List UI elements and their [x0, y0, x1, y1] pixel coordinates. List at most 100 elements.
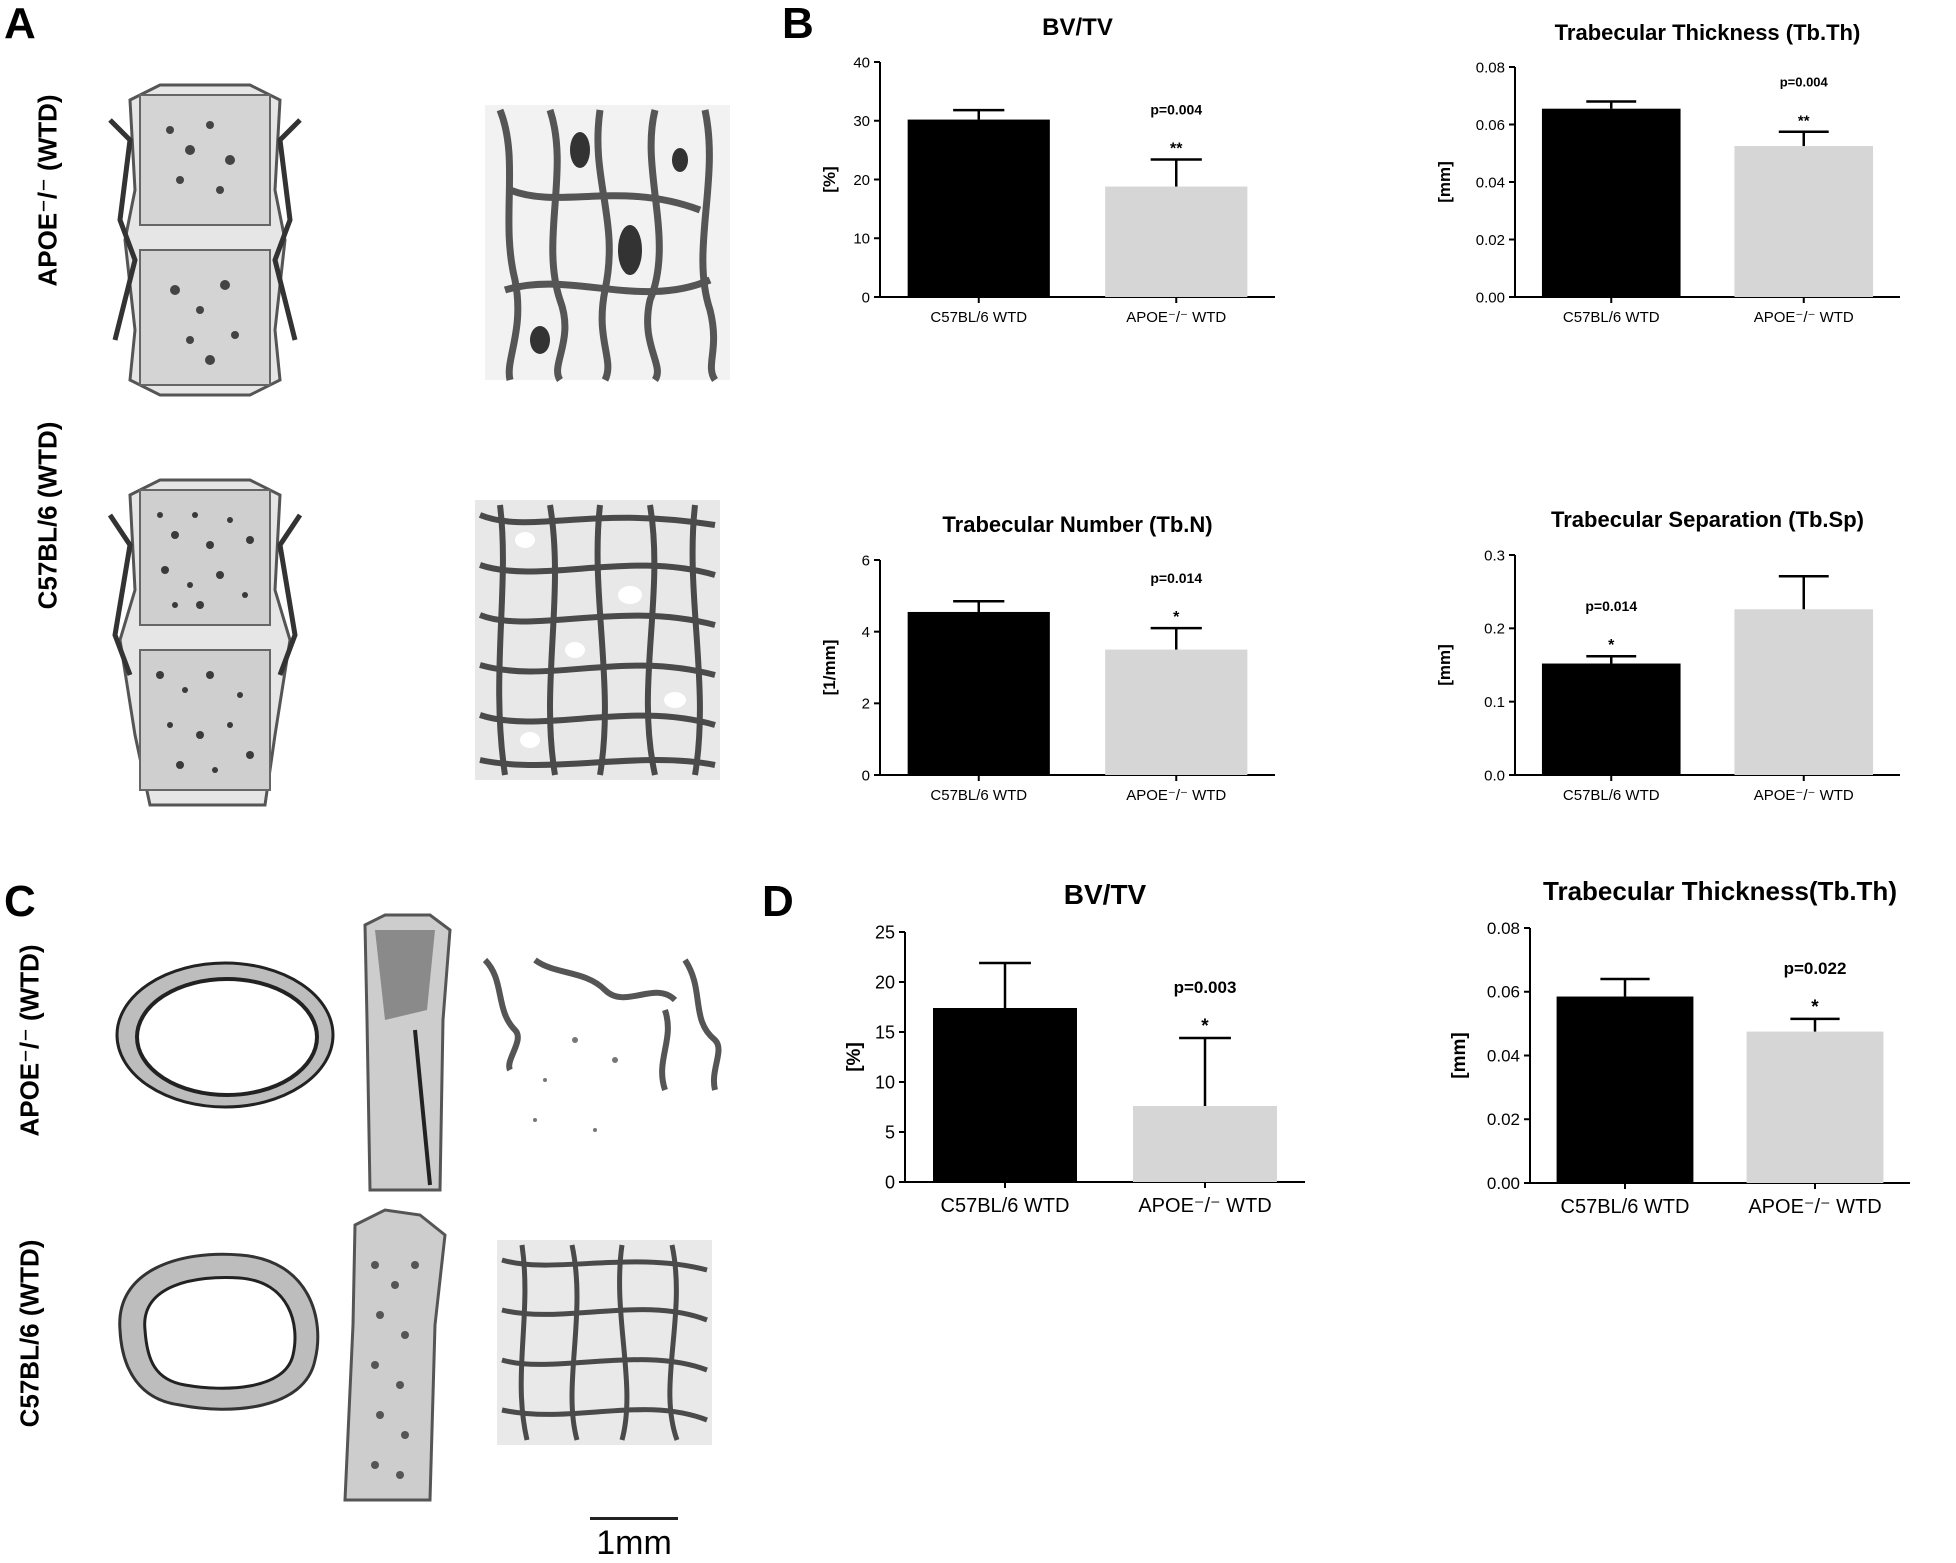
y-tick-label: 0: [862, 289, 870, 306]
row-label-a-top: APOE⁻/⁻ (WTD): [32, 94, 63, 287]
y-tick-label: 0.2: [1484, 621, 1505, 638]
bar-apoe: [1746, 1031, 1884, 1183]
y-tick-label: 10: [853, 231, 870, 248]
y-tick-label: 20: [853, 172, 870, 189]
y-tick-label: 5: [885, 1122, 895, 1142]
chart-d-trabecular-thickness: Trabecular Thickness(Tb.Th) [mm] 0.00 0.02 0…: [1449, 876, 1910, 1218]
x-tick-label: APOE⁻/⁻ WTD: [1754, 787, 1854, 804]
p-value-label: p=0.004: [1150, 102, 1202, 118]
bar-apoe: [1734, 146, 1874, 297]
micro-ct-c57-trabecular-image: [475, 500, 720, 780]
chart-title: Trabecular Number (Tb.N): [942, 512, 1212, 537]
panel-letter-b: B: [782, 0, 814, 48]
y-tick-label: 4: [862, 624, 870, 641]
scale-bar: [590, 1517, 678, 1520]
panel-letter-d: D: [762, 877, 794, 926]
micro-ct-apoe-trabecular-image: [485, 105, 730, 382]
p-value-label: p=0.014: [1585, 598, 1637, 614]
y-tick-label: 0.3: [1484, 547, 1505, 564]
row-label-c-top: APOE⁻/⁻ (WTD): [14, 944, 45, 1137]
x-tick-label: C57BL/6 WTD: [930, 309, 1027, 326]
chart-b-trabecular-separation: Trabecular Separation (Tb.Sp) [mm] 0.0 0.1 0…: [1435, 507, 1900, 804]
p-value-label: p=0.022: [1784, 959, 1847, 978]
bar-apoe: [1105, 649, 1248, 775]
femur-section-apoe-image: [363, 913, 452, 1192]
y-tick-label: 15: [875, 1022, 895, 1042]
significance-marker: *: [1173, 609, 1180, 626]
femur-section-c57-image: [343, 1208, 447, 1502]
y-tick-label: 40: [853, 54, 870, 71]
chart-title: BV/TV: [1064, 879, 1147, 910]
x-tick-label: C57BL/6 WTD: [1563, 309, 1660, 326]
chart-title: Trabecular Separation (Tb.Sp): [1551, 507, 1864, 532]
scale-bar-label: 1mm: [596, 1524, 672, 1562]
bar-apoe: [1105, 186, 1248, 297]
y-tick-label: 0.04: [1487, 1046, 1520, 1065]
bar-c57bl6: [1541, 663, 1681, 775]
chart-b-trabecular-number: Trabecular Number (Tb.N) [1/mm] 0 2 4 6 C57BL/…: [820, 512, 1275, 804]
panel-letter-a: A: [4, 0, 36, 48]
x-tick-label: C57BL/6 WTD: [1563, 787, 1660, 804]
bar-c57bl6: [907, 119, 1050, 297]
cortical-ring-c57-image: [118, 1252, 320, 1411]
row-label-a-bottom: C57BL/6 (WTD): [32, 421, 63, 610]
y-axis-label: [%]: [844, 1042, 865, 1072]
x-tick-label: C57BL/6 WTD: [930, 787, 1027, 804]
bar-c57bl6: [1556, 996, 1694, 1183]
chart-d-bv-tv: BV/TV [%] 0 5 10 15 20 25 C57BL/6 WTD APOE⁻/⁻ WTD…: [844, 879, 1305, 1217]
bar-c57bl6: [907, 611, 1050, 775]
trabecular-dense-c57-image: [497, 1240, 712, 1445]
y-tick-label: 0.1: [1484, 694, 1505, 711]
x-tick-label: APOE⁻/⁻ WTD: [1754, 309, 1854, 326]
significance-marker: **: [1798, 113, 1810, 130]
p-value-label: p=0.004: [1780, 75, 1829, 90]
significance-marker: *: [1811, 997, 1819, 1018]
y-tick-label: 0.08: [1487, 919, 1520, 938]
p-value-label: p=0.014: [1150, 570, 1202, 586]
y-axis-label: [%]: [820, 166, 839, 192]
y-tick-label: 0.06: [1487, 983, 1520, 1002]
y-tick-label: 6: [862, 552, 870, 569]
p-value-label: p=0.003: [1174, 978, 1237, 997]
row-label-c-bottom: C57BL/6 (WTD): [14, 1239, 45, 1428]
x-tick-label: C57BL/6 WTD: [941, 1195, 1070, 1217]
y-tick-label: 0.02: [1476, 232, 1505, 249]
x-tick-label: C57BL/6 WTD: [1561, 1196, 1690, 1218]
bar-c57bl6: [933, 1008, 1077, 1182]
x-tick-label: APOE⁻/⁻ WTD: [1126, 309, 1226, 326]
y-tick-label: 0.08: [1476, 59, 1505, 76]
chart-title: BV/TV: [1042, 14, 1113, 41]
significance-marker: *: [1201, 1016, 1209, 1037]
y-tick-label: 0.04: [1476, 174, 1505, 191]
y-axis-label: [mm]: [1435, 161, 1454, 203]
y-tick-label: 0.00: [1476, 289, 1505, 306]
x-tick-label: APOE⁻/⁻ WTD: [1138, 1195, 1271, 1217]
y-axis-label: [1/mm]: [820, 640, 839, 696]
panel-letter-c: C: [4, 877, 36, 926]
bar-apoe: [1133, 1106, 1277, 1182]
micro-ct-apoe-vertebra-image: [108, 83, 302, 397]
y-tick-label: 0.02: [1487, 1110, 1520, 1129]
y-axis-label: [mm]: [1449, 1032, 1470, 1078]
y-tick-label: 0: [862, 767, 870, 784]
chart-b-bv-tv: BV/TV [%] 0 10 20 30 40 C57BL/6 WTD APOE⁻/⁻ WTD *…: [820, 14, 1275, 326]
y-axis-label: [mm]: [1435, 644, 1454, 686]
y-tick-label: 2: [862, 696, 870, 713]
y-tick-label: 25: [875, 922, 895, 942]
cortical-ring-apoe-image: [115, 961, 335, 1109]
significance-marker: **: [1170, 141, 1183, 158]
trabecular-sparse-apoe-image: [482, 957, 722, 1132]
x-tick-label: APOE⁻/⁻ WTD: [1748, 1196, 1881, 1218]
y-tick-label: 10: [875, 1072, 895, 1092]
chart-title: Trabecular Thickness (Tb.Th): [1555, 20, 1861, 45]
y-tick-label: 30: [853, 113, 870, 130]
x-tick-label: APOE⁻/⁻ WTD: [1126, 787, 1226, 804]
significance-marker: *: [1608, 637, 1615, 654]
y-tick-label: 0.06: [1476, 117, 1505, 134]
chart-title: Trabecular Thickness(Tb.Th): [1543, 876, 1897, 906]
bar-apoe: [1734, 609, 1874, 775]
y-tick-label: 0: [885, 1172, 895, 1192]
chart-b-trabecular-thickness: Trabecular Thickness (Tb.Th) [mm] 0.00 0.02…: [1435, 20, 1900, 326]
y-tick-label: 0.0: [1484, 767, 1505, 784]
y-tick-label: 0.00: [1487, 1174, 1520, 1193]
